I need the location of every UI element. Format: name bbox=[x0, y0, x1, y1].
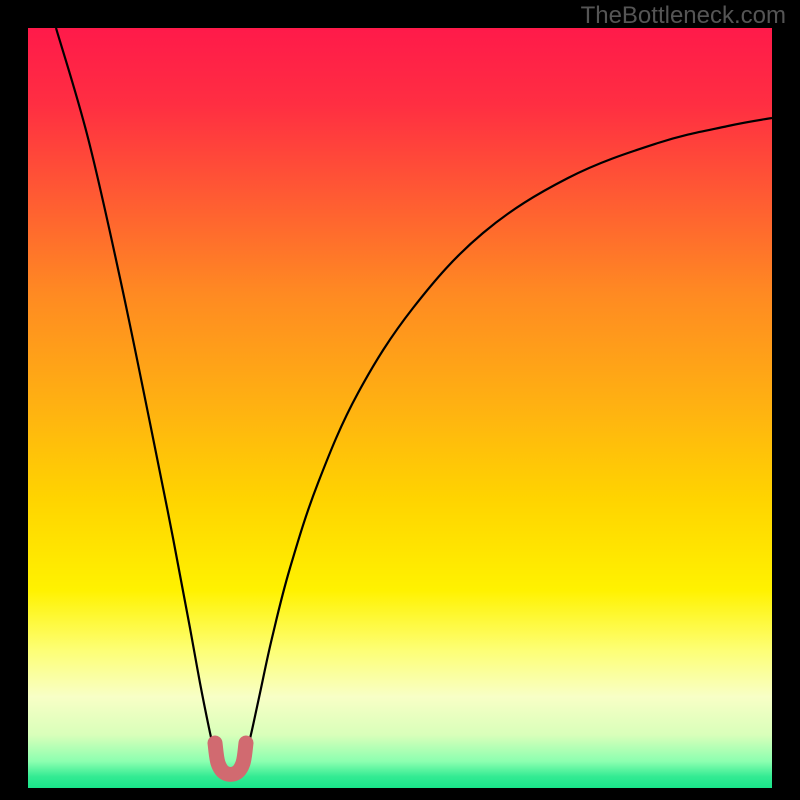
border-right bbox=[772, 0, 800, 800]
bottleneck-curve bbox=[28, 28, 772, 788]
border-left bbox=[0, 0, 28, 800]
plot-area bbox=[28, 28, 772, 788]
curve-trough-highlight bbox=[215, 743, 246, 774]
chart-container: TheBottleneck.com bbox=[0, 0, 800, 800]
curve-right-branch bbox=[246, 118, 772, 755]
border-bottom bbox=[0, 788, 800, 800]
watermark-text: TheBottleneck.com bbox=[581, 2, 786, 30]
curve-left-branch bbox=[56, 28, 215, 755]
